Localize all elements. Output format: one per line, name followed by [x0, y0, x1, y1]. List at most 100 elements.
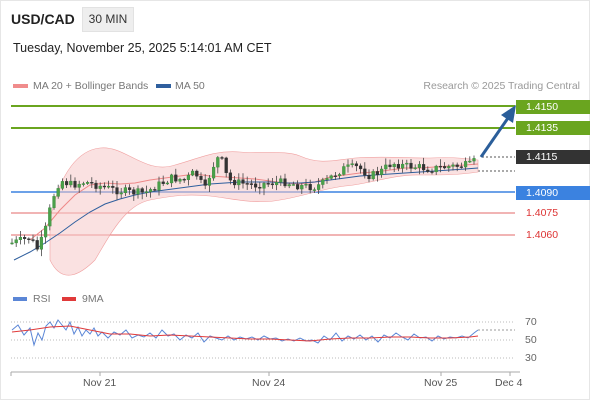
candle-body [127, 187, 132, 190]
x-label-dec4: Dec 4 [495, 377, 523, 389]
candle-body [216, 157, 220, 168]
candlestick-series [10, 155, 476, 257]
candle-body [111, 185, 115, 188]
candle-body [451, 164, 455, 167]
candle-body [396, 163, 400, 169]
candle-body [472, 158, 476, 162]
candle-body [241, 179, 245, 184]
candle-body [380, 168, 384, 176]
current-price-label: 1.4115 [516, 150, 590, 164]
candle-body [443, 166, 447, 169]
candle-body [165, 182, 169, 185]
candle-body [211, 166, 216, 179]
candle-body [144, 191, 148, 194]
candle-body [275, 181, 279, 186]
candle-body [39, 236, 43, 250]
candle-body [312, 189, 316, 191]
candle-body [35, 240, 39, 250]
forecast-arrow-head [501, 105, 516, 123]
candle-body [249, 183, 253, 185]
candle-body [266, 183, 270, 185]
ma50-legend-label: MA 50 [175, 80, 205, 92]
candle-body [388, 164, 392, 168]
timeframe-badge[interactable]: 30 MIN [82, 7, 134, 32]
candle-body [44, 225, 48, 238]
candle-body [253, 183, 258, 188]
candle-body [52, 196, 56, 208]
candle-body [346, 164, 350, 167]
candle-body [405, 162, 409, 165]
ma20-line [29, 163, 479, 241]
forecast-arrow-shaft [479, 117, 510, 158]
candle-body [333, 175, 337, 177]
candle-body [296, 184, 300, 190]
candle-body [468, 160, 472, 163]
candle-body [190, 170, 195, 176]
x-label-nov21: Nov 21 [83, 377, 117, 389]
candle-body [106, 185, 111, 188]
candle-body [430, 171, 434, 173]
candle-body [174, 174, 178, 182]
candle-body [308, 184, 312, 191]
candle-body [115, 187, 119, 195]
credit-label: Research © 2025 Trading Central [423, 80, 580, 92]
rsi-30-label: 30 [525, 352, 537, 364]
candle-body [161, 181, 165, 184]
candle-body [31, 239, 35, 241]
candle-body [199, 176, 203, 180]
candle-body [69, 180, 73, 186]
candle-body [342, 166, 346, 175]
candle-body [123, 187, 127, 194]
candle-body [77, 183, 81, 188]
pivot-label: 1.4090 [516, 186, 590, 200]
symbol-title: USD/CAD [11, 11, 75, 27]
candle-body [434, 165, 438, 173]
rsi-ma-legend-label: 9MA [82, 293, 104, 305]
candle-body [367, 174, 371, 180]
candle-body [283, 178, 287, 187]
candle-body [426, 169, 430, 172]
candle-body [447, 166, 451, 169]
candle-body [350, 163, 354, 165]
rsi-70-label: 70 [525, 316, 537, 328]
candle-body [186, 174, 190, 180]
rsi-legend-swatch [13, 297, 27, 301]
candle-body [207, 177, 211, 186]
candle-body [228, 172, 232, 181]
candle-body [102, 185, 106, 188]
candle-body [60, 181, 64, 189]
candle-body [464, 161, 468, 168]
candle-body [317, 184, 321, 190]
candle-body [56, 188, 60, 197]
candle-body [258, 187, 262, 189]
candle-body [287, 184, 291, 187]
candle-body [409, 162, 413, 169]
x-label-nov25: Nov 25 [424, 377, 458, 389]
candle-body [81, 183, 85, 185]
candle-body [178, 178, 182, 182]
candle-body [157, 181, 161, 191]
candle-body [300, 185, 304, 190]
support-1-label: 1.4075 [526, 207, 559, 219]
candle-body [140, 188, 144, 193]
candle-body [392, 163, 396, 168]
candle-body [363, 168, 367, 176]
candle-body [23, 237, 27, 239]
candle-body [413, 167, 417, 169]
ma50-legend-swatch [156, 84, 171, 88]
candle-body [354, 163, 358, 167]
candle-body [329, 175, 333, 179]
x-label-nov24: Nov 24 [252, 377, 286, 389]
candle-body [279, 178, 283, 183]
support-2-label: 1.4060 [526, 229, 559, 241]
candle-body [371, 171, 375, 180]
rsi-legend-label: RSI [33, 293, 51, 305]
candle-body [48, 207, 52, 227]
candle-body [85, 182, 90, 184]
candle-body [203, 179, 207, 186]
candle-body [338, 174, 342, 176]
candle-body [375, 171, 379, 176]
candle-body [220, 157, 224, 159]
candle-body [417, 164, 421, 168]
